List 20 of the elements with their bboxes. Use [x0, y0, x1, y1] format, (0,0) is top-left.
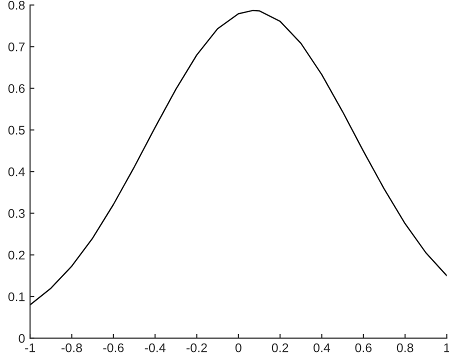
- x-tick-label: 0.2: [272, 343, 288, 352]
- y-tick-label: 0.7: [8, 42, 25, 52]
- x-tick-label: -0.2: [186, 343, 207, 352]
- y-tick-label: 0.5: [8, 126, 25, 135]
- y-tick-label: 0.1: [8, 292, 25, 302]
- y-tick-label: 0: [18, 334, 25, 343]
- line-series: [30, 10, 447, 306]
- y-tick-label: 0.2: [8, 250, 25, 260]
- x-tick-label: 0.8: [396, 343, 414, 352]
- x-tick-label: 0.4: [314, 343, 330, 352]
- x-tick-label: -0.4: [144, 343, 166, 352]
- x-tick-label: -1: [25, 344, 36, 352]
- x-tick-label: 0.6: [355, 343, 372, 352]
- y-tick-label: 0.8: [8, 0, 25, 10]
- x-tick-label: -0.6: [103, 343, 124, 352]
- y-tick-label: 0.6: [8, 84, 25, 93]
- y-tick-label: 0.4: [8, 167, 25, 176]
- x-tick-label: -0.8: [62, 343, 82, 352]
- y-tick-label: 0.3: [8, 209, 25, 218]
- x-tick-label: 0: [235, 343, 242, 352]
